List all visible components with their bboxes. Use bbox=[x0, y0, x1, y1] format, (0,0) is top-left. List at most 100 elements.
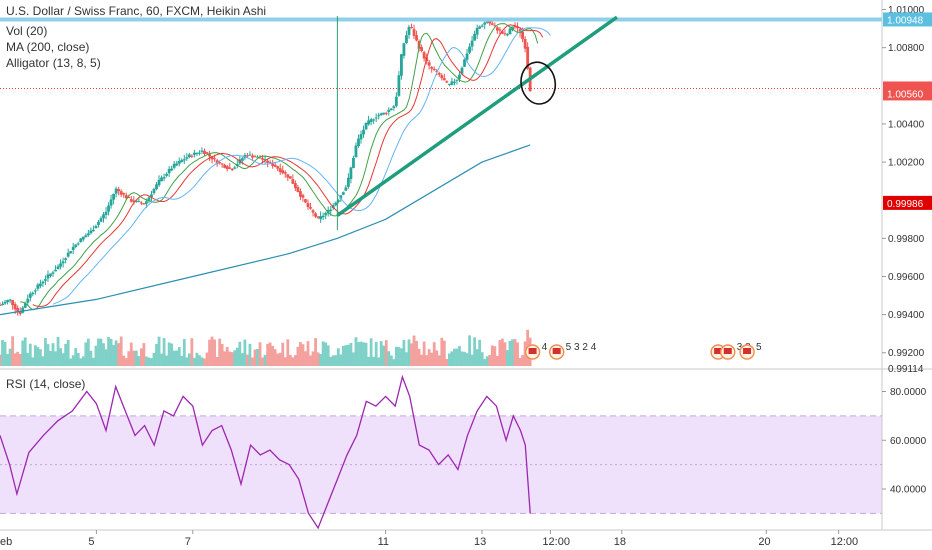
volume-bar bbox=[79, 358, 83, 366]
candle-body bbox=[253, 156, 257, 158]
volume-bar bbox=[51, 343, 55, 366]
candle-body bbox=[3, 301, 7, 304]
volume-bar bbox=[440, 337, 444, 366]
volume-bar bbox=[114, 340, 118, 366]
candle-body bbox=[94, 226, 98, 229]
volume-bar bbox=[490, 345, 494, 366]
volume-bar bbox=[415, 340, 418, 366]
candle-body bbox=[56, 266, 60, 270]
volume-bar bbox=[374, 342, 378, 366]
candle-body bbox=[344, 187, 348, 191]
rsi-tick-label: 40.0000 bbox=[890, 485, 927, 496]
candle-body bbox=[293, 183, 297, 189]
candle-body bbox=[299, 191, 302, 197]
volume-bar bbox=[309, 355, 312, 366]
volume-bar bbox=[225, 346, 229, 366]
volume-bar bbox=[324, 342, 328, 366]
candle-body bbox=[223, 164, 227, 168]
candle-body bbox=[500, 31, 504, 34]
candle-body bbox=[301, 195, 305, 198]
price-badge-label: 1.00948 bbox=[887, 15, 924, 26]
volume-bar bbox=[0, 354, 2, 366]
volume-bar bbox=[167, 342, 171, 366]
ma-200-line bbox=[0, 144, 531, 316]
volume-bar bbox=[122, 355, 126, 366]
candle-body bbox=[182, 159, 186, 161]
volume-bar bbox=[513, 339, 517, 366]
candle-body bbox=[6, 300, 9, 303]
volume-bar bbox=[248, 343, 252, 366]
volume-bar bbox=[273, 349, 277, 366]
candle-body bbox=[76, 243, 80, 245]
candle-body bbox=[420, 47, 424, 51]
candle-body bbox=[213, 158, 216, 160]
candle-body bbox=[336, 199, 340, 203]
time-axis: eb 5 7 11 13 12:00 18 20 12:00 bbox=[0, 530, 858, 548]
candles bbox=[0, 18, 532, 317]
volume-bar bbox=[185, 357, 189, 366]
volume-bar bbox=[500, 338, 504, 366]
candle-body bbox=[84, 235, 88, 238]
candle-body bbox=[145, 201, 148, 204]
legend-ma[interactable]: MA (200, close) bbox=[6, 40, 90, 54]
event-count: 5 bbox=[756, 342, 762, 353]
candle-body bbox=[281, 170, 285, 174]
candle-body bbox=[288, 176, 292, 179]
volume-bar bbox=[162, 338, 166, 366]
candle-body bbox=[495, 27, 499, 31]
volume-bar bbox=[382, 345, 386, 366]
volume-bar bbox=[437, 355, 441, 366]
time-tick-label: eb bbox=[0, 536, 12, 548]
volume-bar bbox=[516, 342, 519, 366]
volume-bar bbox=[203, 358, 206, 366]
volume-bar bbox=[445, 359, 449, 366]
time-tick-label: 5 bbox=[88, 536, 94, 548]
price-pane[interactable] bbox=[0, 0, 882, 368]
candle-body bbox=[349, 167, 353, 179]
candle-body bbox=[506, 34, 509, 36]
candle-body bbox=[319, 216, 323, 220]
volume-bar bbox=[518, 357, 522, 366]
volume-bar bbox=[283, 357, 287, 366]
candle-body bbox=[251, 155, 254, 158]
candle-body bbox=[127, 197, 131, 199]
volume-bar bbox=[230, 352, 234, 366]
candle-body bbox=[195, 152, 199, 154]
candle-body bbox=[11, 300, 15, 306]
candle-body bbox=[79, 238, 83, 242]
candle-body bbox=[230, 168, 234, 171]
candle-body bbox=[175, 163, 179, 166]
legend-alligator[interactable]: Alligator (13, 8, 5) bbox=[6, 56, 101, 70]
candle-body bbox=[435, 70, 439, 72]
candle-body bbox=[28, 293, 32, 298]
volume-bar bbox=[367, 356, 370, 366]
candle-body bbox=[334, 202, 338, 206]
volume-bar bbox=[86, 338, 90, 366]
price-tick-label: 0.99200 bbox=[888, 348, 925, 359]
candle-body bbox=[233, 167, 237, 169]
volume-bar bbox=[483, 358, 487, 366]
candle-body bbox=[422, 52, 426, 59]
volume-bar bbox=[69, 358, 73, 366]
volume-bar bbox=[64, 343, 68, 366]
volume-bar bbox=[422, 341, 426, 366]
candle-body bbox=[165, 173, 169, 176]
candle-body bbox=[377, 115, 381, 117]
price-tick-label: 1.01000 bbox=[888, 5, 925, 16]
candle-body bbox=[41, 281, 45, 284]
price-badge-label: 0.99986 bbox=[887, 199, 924, 210]
volume-bar bbox=[430, 352, 434, 366]
volume-bar bbox=[170, 343, 174, 366]
volume-bar bbox=[145, 356, 148, 366]
candle-body bbox=[458, 74, 461, 79]
candle-body bbox=[142, 203, 146, 205]
legend-rsi[interactable]: RSI (14, close) bbox=[6, 377, 86, 391]
volume-bar bbox=[180, 355, 184, 366]
time-tick-label: 13 bbox=[474, 536, 486, 548]
volume-bar bbox=[109, 338, 113, 366]
candle-body bbox=[220, 163, 224, 165]
legend-volume[interactable]: Vol (20) bbox=[6, 24, 48, 38]
annotation-circle bbox=[520, 61, 557, 105]
time-tick-label: 12:00 bbox=[542, 536, 570, 548]
